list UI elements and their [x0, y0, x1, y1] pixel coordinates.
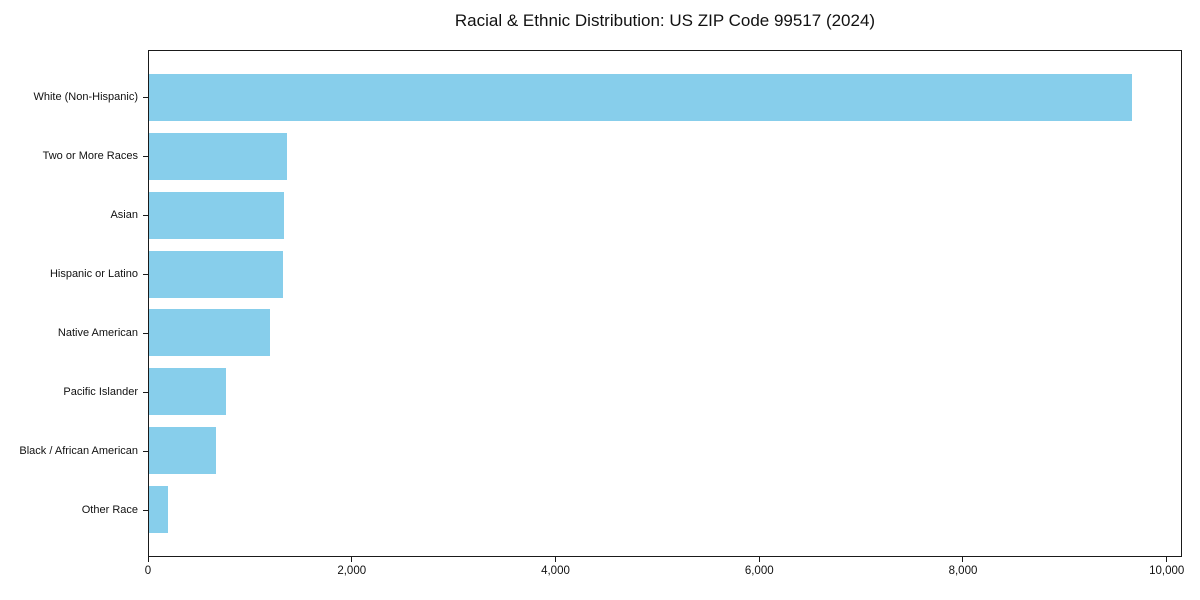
y-tick-mark — [143, 273, 148, 275]
y-tick-row: Two or More Races — [0, 126, 148, 185]
y-tick-label: Asian — [110, 208, 138, 221]
x-tick-mark — [351, 557, 353, 562]
y-tick-label: Two or More Races — [42, 149, 138, 162]
x-tick-label: 2,000 — [337, 565, 367, 577]
x-axis: 0 2,000 4,000 6,000 8,000 10,000 — [144, 556, 1185, 586]
bar — [149, 309, 270, 357]
bar-row — [149, 362, 1181, 421]
y-axis: White (Non-Hispanic) Two or More Races Asi… — [0, 50, 148, 557]
bar-row — [149, 245, 1181, 304]
y-tick-label: Pacific Islander — [63, 386, 138, 399]
y-tick-label: Hispanic or Latino — [49, 267, 138, 280]
bar — [149, 191, 285, 239]
chart-title: Racial & Ethnic Distribution: US ZIP Cod… — [454, 11, 876, 30]
bar — [149, 427, 217, 475]
y-tick-mark — [143, 96, 148, 98]
bar-row — [149, 421, 1181, 480]
y-tick-row: Pacific Islander — [0, 363, 148, 422]
y-tick-label: Other Race — [81, 504, 138, 517]
bar — [149, 250, 284, 298]
y-tick-row: White (Non-Hispanic) — [0, 67, 148, 126]
bar-rows — [149, 51, 1181, 556]
bar-row — [149, 480, 1181, 539]
x-tick-label: 8,000 — [948, 565, 978, 577]
bar-row — [149, 304, 1181, 363]
y-tick-row: Hispanic or Latino — [0, 244, 148, 303]
bar — [149, 368, 227, 416]
plot-area — [148, 50, 1182, 557]
y-tick-label: White (Non-Hispanic) — [33, 90, 138, 103]
y-tick-mark — [143, 333, 148, 335]
y-tick-mark — [143, 214, 148, 216]
x-tick-mark — [1166, 557, 1168, 562]
x-tick-label: 6,000 — [744, 565, 774, 577]
x-tick-label: 10,000 — [1149, 565, 1185, 577]
y-tick-label: Black / African American — [19, 445, 138, 458]
bar — [149, 132, 288, 180]
x-tick-label: 4,000 — [541, 565, 570, 577]
y-tick-row: Asian — [0, 185, 148, 244]
y-tick-mark — [143, 155, 148, 157]
y-tick-row: Black / African American — [0, 422, 148, 481]
bar-row — [149, 127, 1181, 186]
bar-row — [149, 186, 1181, 245]
y-tick-row: Other Race — [0, 481, 148, 540]
bar — [149, 73, 1133, 121]
x-tick-mark — [962, 557, 964, 562]
bar-row — [149, 68, 1181, 127]
y-tick-mark — [143, 392, 148, 394]
x-tick-mark — [554, 557, 556, 562]
y-tick-label: Native American — [57, 327, 138, 340]
y-tick-row: Native American — [0, 304, 148, 363]
y-tick-mark — [143, 451, 148, 453]
x-tick-label: 0 — [144, 565, 152, 577]
x-tick-mark — [758, 557, 760, 562]
bar — [149, 486, 168, 534]
x-tick-mark — [147, 557, 149, 562]
y-tick-mark — [143, 510, 148, 512]
